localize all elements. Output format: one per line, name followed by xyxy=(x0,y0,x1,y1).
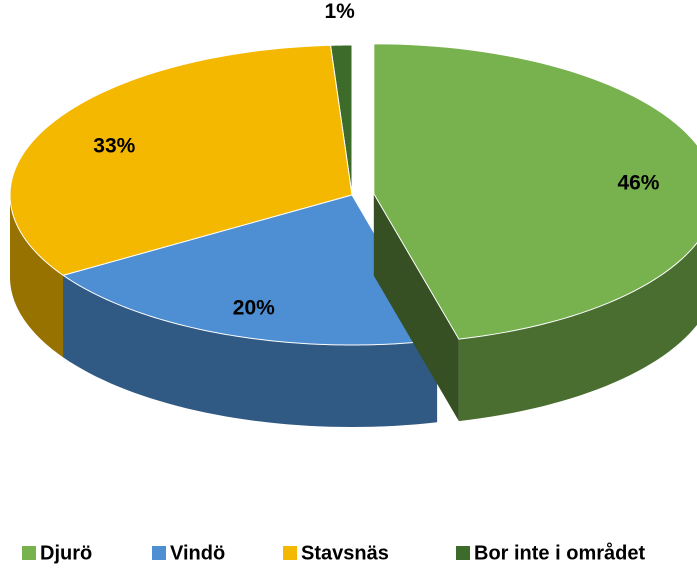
slice-top xyxy=(9,44,353,276)
legend-label: Bor inte i området xyxy=(474,541,645,564)
legend-label: Stavsnäs xyxy=(301,542,389,564)
slice-top xyxy=(62,194,438,346)
slice-wall xyxy=(10,195,64,358)
slice-top xyxy=(373,43,697,340)
slice-side xyxy=(373,193,459,422)
legend-swatch xyxy=(456,546,470,560)
data-label: 46% xyxy=(617,172,659,195)
legend-swatch xyxy=(283,546,297,560)
data-label: 33% xyxy=(93,134,135,157)
slice-wall xyxy=(458,242,697,422)
data-label: 20% xyxy=(233,296,275,319)
slice-wall xyxy=(63,275,438,427)
slice xyxy=(62,194,438,427)
legend-label: Vindö xyxy=(170,542,225,564)
slice xyxy=(373,43,697,422)
legend-swatch xyxy=(152,546,166,560)
legend-swatch xyxy=(22,546,36,560)
legend-label: Djurö xyxy=(40,542,92,564)
data-label: 1% xyxy=(324,0,355,23)
